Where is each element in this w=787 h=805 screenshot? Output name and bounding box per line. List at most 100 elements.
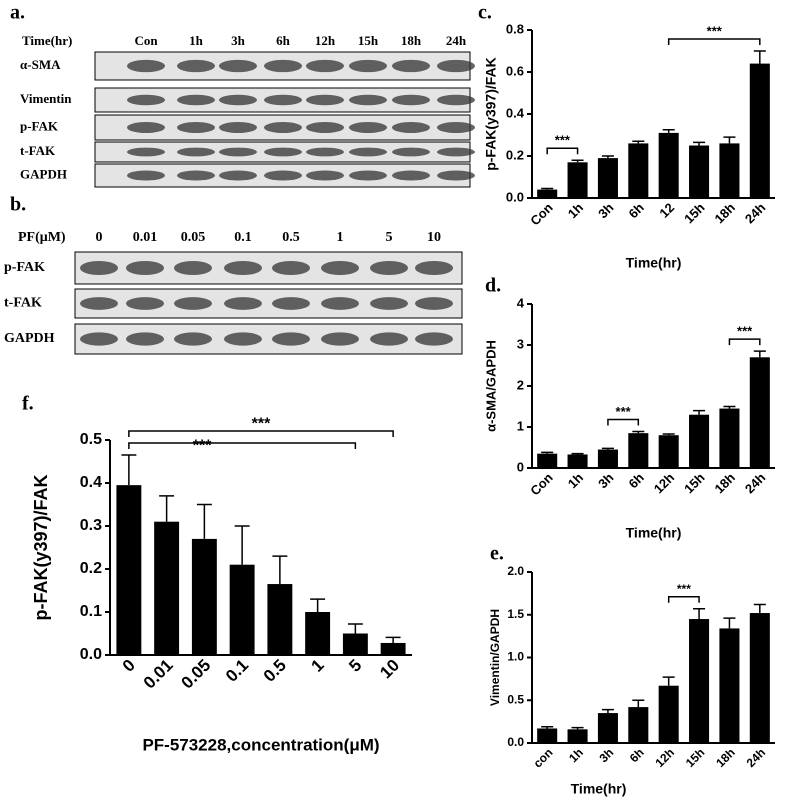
- error-bar: [601, 155, 614, 159]
- blot-band: [264, 59, 302, 73]
- blot-row-label: p-FAK: [4, 260, 45, 275]
- blot-band: [415, 297, 453, 310]
- blot-column: 6h: [276, 33, 291, 48]
- y-tick-label: 1.0: [507, 650, 524, 664]
- error-bar: [541, 187, 554, 190]
- error-bar: [121, 454, 137, 486]
- blot-band: [126, 297, 164, 310]
- error-bar: [196, 503, 212, 539]
- blot-band: [370, 332, 408, 346]
- significance-label: ***: [193, 437, 212, 454]
- blot-band: [370, 260, 408, 276]
- error-bar: [385, 636, 401, 643]
- bar: [537, 189, 558, 198]
- x-tick-label: 5: [345, 656, 365, 676]
- y-tick-label: 2.0: [507, 564, 524, 578]
- x-tick-label: Con: [527, 470, 556, 499]
- x-tick-label: 0.1: [222, 656, 252, 686]
- bar: [597, 713, 618, 743]
- y-tick-label: 0.4: [506, 105, 525, 120]
- blot-band: [437, 147, 475, 157]
- blot-column: 0.01: [133, 230, 158, 245]
- blot-band: [224, 297, 262, 310]
- y-tick-label: 0.1: [80, 603, 102, 620]
- error-bar: [753, 350, 766, 358]
- panel-label: e.: [490, 543, 504, 565]
- blot-band: [349, 170, 387, 181]
- error-bar: [723, 405, 736, 409]
- error-bar: [347, 623, 363, 634]
- x-axis-label: Time(hr): [626, 525, 682, 541]
- blot-band: [174, 297, 212, 310]
- blot-band: [127, 122, 165, 133]
- bar: [116, 485, 142, 655]
- bar: [229, 564, 255, 655]
- y-tick-label: 0.5: [507, 692, 524, 706]
- bar: [628, 143, 649, 198]
- x-tick-label: 15h: [681, 200, 707, 226]
- blot-band: [306, 59, 344, 73]
- blot-column: 10: [427, 230, 441, 245]
- blot-band: [349, 94, 387, 106]
- blot-band: [264, 122, 302, 133]
- bar: [191, 538, 217, 655]
- bar: [305, 612, 331, 655]
- blot-band: [126, 332, 164, 346]
- bar: [689, 414, 710, 468]
- x-tick-label: Con: [527, 200, 556, 229]
- bar: [567, 729, 588, 743]
- significance-label: ***: [252, 415, 271, 432]
- bar: [567, 454, 588, 468]
- x-tick-label: 6h: [626, 470, 647, 491]
- bar: [658, 685, 679, 743]
- blot-column: 5: [386, 230, 393, 245]
- panel-label: c.: [478, 2, 492, 24]
- blot-band: [437, 59, 475, 73]
- blot-band: [392, 94, 430, 106]
- y-axis-label: Vimentin/GAPDH: [488, 609, 502, 706]
- bar: [537, 453, 558, 468]
- blot-band: [272, 260, 310, 276]
- error-bar: [753, 50, 766, 64]
- significance-label: ***: [677, 582, 691, 596]
- blot-band: [177, 59, 215, 73]
- y-tick-label: 0.0: [80, 646, 102, 663]
- y-tick-label: 4: [517, 295, 525, 310]
- y-axis-label: p-FAK(y397)/FAK: [31, 474, 51, 620]
- blot-band: [80, 260, 118, 276]
- y-tick-label: 0.5: [80, 431, 102, 448]
- bar: [342, 633, 368, 655]
- error-bar: [571, 159, 584, 163]
- blot-band: [174, 332, 212, 346]
- blot-band: [349, 59, 387, 73]
- blot-band: [127, 94, 165, 106]
- error-bar: [723, 136, 736, 144]
- blot-column: 1: [337, 230, 344, 245]
- blot-band: [437, 170, 475, 181]
- significance-label: ***: [555, 133, 571, 148]
- y-tick-label: 0.8: [506, 21, 524, 36]
- error-bar: [310, 598, 326, 612]
- blot-band: [219, 59, 257, 73]
- blot-band: [392, 59, 430, 73]
- x-axis-label: PF-573228,concentration(μM): [142, 735, 379, 754]
- blot-band: [177, 147, 215, 157]
- error-bar: [159, 495, 175, 522]
- x-tick-label: 0.05: [178, 656, 215, 693]
- blot-band: [219, 170, 257, 181]
- bar: [567, 162, 588, 198]
- blot-band: [127, 170, 165, 181]
- blot-column: 3h: [231, 33, 246, 48]
- x-tick-label: 6h: [627, 745, 647, 765]
- error-bar: [632, 140, 645, 144]
- blot-row-label: t-FAK: [4, 296, 42, 311]
- x-tick-label: 18h: [712, 470, 738, 496]
- blot-row-label: GAPDH: [20, 166, 67, 181]
- y-tick-label: 0: [517, 459, 524, 474]
- bar: [628, 707, 649, 743]
- blot-column: 0.5: [282, 230, 300, 245]
- blot-band: [219, 94, 257, 106]
- blot-band: [392, 170, 430, 181]
- error-bar: [541, 726, 554, 729]
- significance-bracket: [667, 38, 761, 45]
